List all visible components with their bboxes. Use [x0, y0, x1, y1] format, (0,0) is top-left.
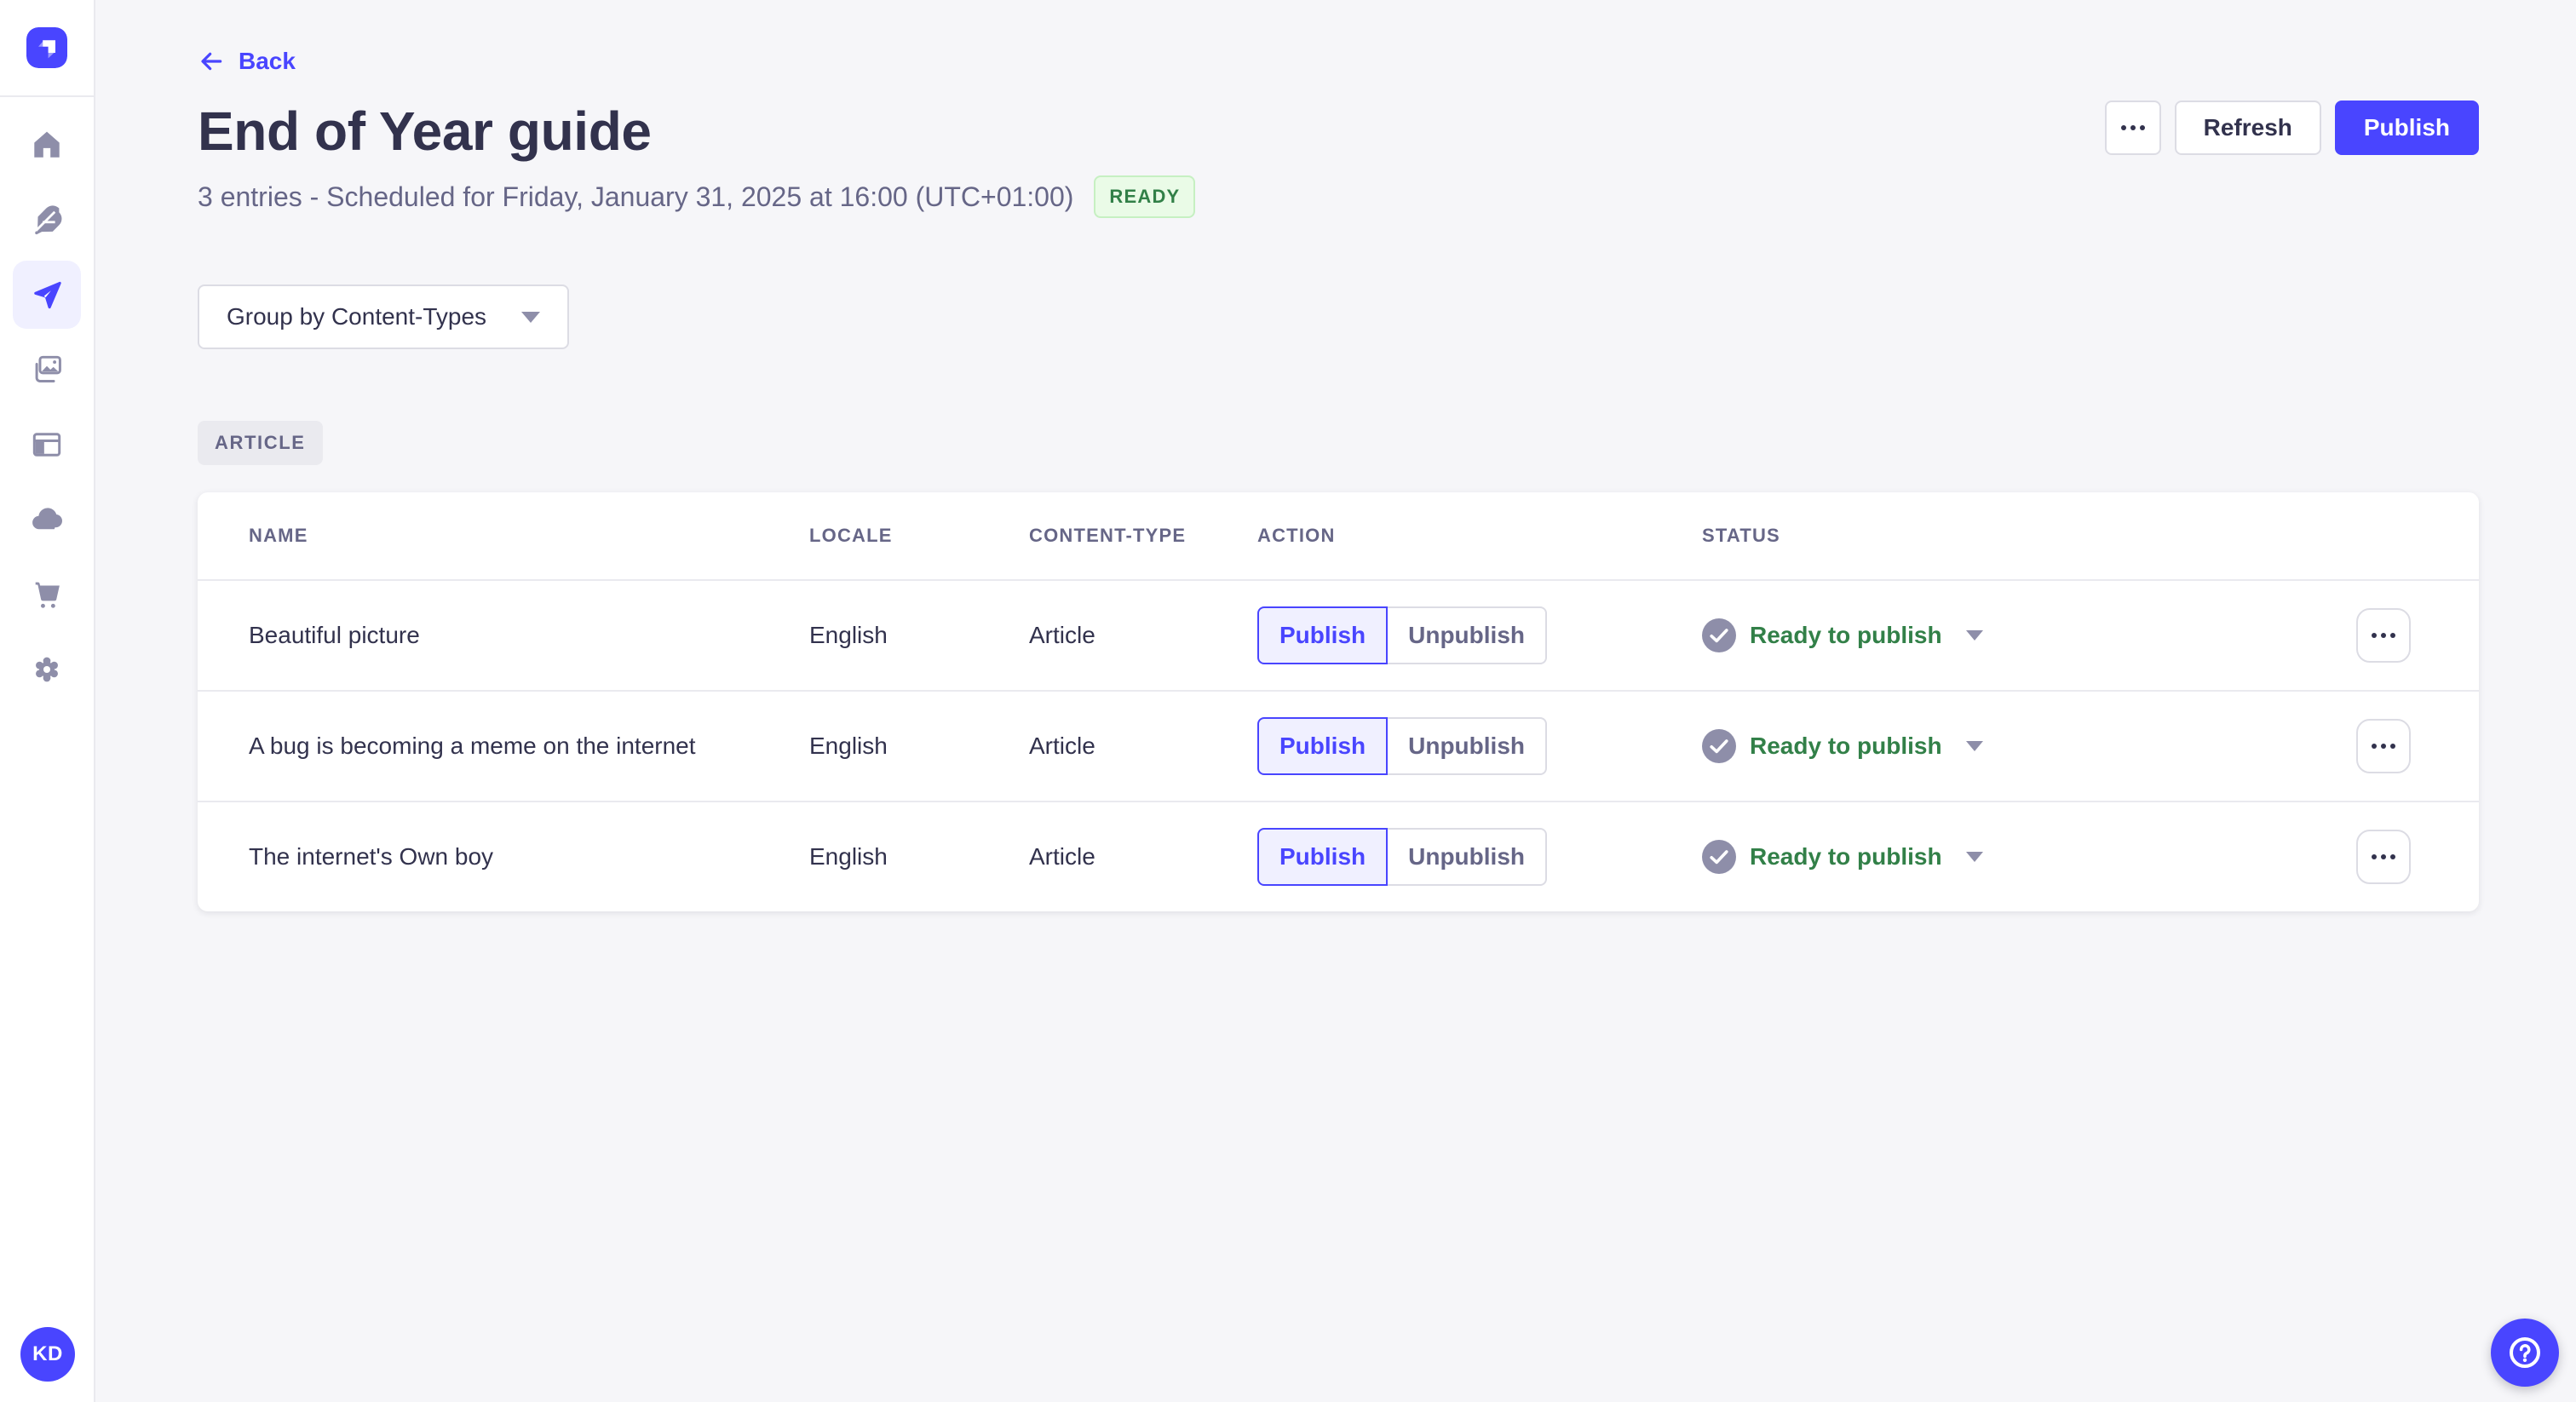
sidebar-item-content-type-builder[interactable] — [13, 411, 81, 479]
gear-icon — [36, 657, 58, 682]
column-header-name: NAME — [249, 525, 308, 546]
column-header-content-type: CONTENT-TYPE — [1029, 525, 1187, 546]
back-label: Back — [239, 48, 296, 74]
entry-content-type: Article — [1029, 622, 1095, 648]
sidebar-item-marketplace[interactable] — [13, 560, 81, 629]
user-avatar[interactable]: KD — [20, 1327, 75, 1382]
publish-option[interactable]: Publish — [1257, 606, 1389, 664]
feather-icon — [35, 205, 62, 235]
entry-content-type: Article — [1029, 843, 1095, 870]
group-by-value: Group by Content-Types — [227, 303, 487, 330]
entry-name: A bug is becoming a meme on the internet — [249, 733, 696, 759]
chevron-down-icon — [1965, 630, 1983, 641]
paper-plane-icon — [34, 281, 61, 309]
refresh-button[interactable]: Refresh — [2174, 101, 2321, 155]
sidebar-item-media-library[interactable] — [13, 336, 81, 404]
arrow-left-icon — [201, 52, 222, 71]
entry-status-label: Ready to publish — [1750, 843, 1942, 870]
entry-content-type: Article — [1029, 733, 1095, 759]
entry-locale: English — [809, 733, 888, 759]
home-icon — [34, 131, 60, 158]
column-header-status: STATUS — [1702, 525, 1780, 546]
row-more-button[interactable] — [2356, 719, 2411, 773]
row-more-button[interactable] — [2356, 608, 2411, 663]
publish-option[interactable]: Publish — [1257, 717, 1389, 775]
column-header-locale: LOCALE — [809, 525, 893, 546]
entry-status-label: Ready to publish — [1750, 733, 1942, 759]
action-toggle: Publish Unpublish — [1257, 717, 1702, 775]
ellipsis-icon — [2120, 125, 2145, 130]
chevron-down-icon — [521, 311, 540, 323]
release-schedule-subtitle: 3 entries - Scheduled for Friday, Januar… — [198, 181, 1074, 212]
help-button[interactable] — [2491, 1319, 2559, 1387]
header-actions: Refresh Publish — [2104, 101, 2479, 155]
check-circle-icon — [1702, 729, 1736, 763]
entry-status-dropdown[interactable]: Ready to publish — [1702, 618, 1983, 652]
entry-status-dropdown[interactable]: Ready to publish — [1702, 729, 1983, 763]
table-row: A bug is becoming a meme on the internet… — [198, 690, 2479, 801]
unpublish-option[interactable]: Unpublish — [1388, 606, 1547, 664]
sidebar-item-home[interactable] — [13, 111, 81, 179]
back-link[interactable]: Back — [198, 48, 296, 75]
page-title: End of Year guide — [198, 101, 652, 162]
images-icon — [35, 355, 61, 382]
strapi-logo[interactable] — [26, 27, 67, 68]
column-header-action: ACTION — [1257, 525, 1336, 546]
action-toggle: Publish Unpublish — [1257, 828, 1702, 886]
table-row: The internet's Own boy English Article P… — [198, 801, 2479, 911]
cloud-icon — [32, 508, 62, 530]
publish-option[interactable]: Publish — [1257, 828, 1389, 886]
entry-locale: English — [809, 622, 888, 648]
sidebar-item-settings[interactable] — [13, 635, 81, 704]
entry-name: Beautiful picture — [249, 622, 420, 648]
row-more-button[interactable] — [2356, 830, 2411, 884]
layout-icon — [32, 433, 61, 457]
check-circle-icon — [1702, 618, 1736, 652]
release-more-button[interactable] — [2104, 101, 2161, 155]
entry-status-dropdown[interactable]: Ready to publish — [1702, 840, 1983, 874]
check-circle-icon — [1702, 840, 1736, 874]
content-type-group-badge: ARTICLE — [198, 421, 323, 465]
entry-status-label: Ready to publish — [1750, 622, 1942, 648]
table-header-row: NAME LOCALE CONTENT-TYPE ACTION STATUS — [198, 492, 2479, 579]
sidebar-nav — [13, 111, 81, 704]
sidebar-item-deploy[interactable] — [13, 486, 81, 554]
unpublish-option[interactable]: Unpublish — [1388, 717, 1547, 775]
chevron-down-icon — [1965, 852, 1983, 862]
entries-table: NAME LOCALE CONTENT-TYPE ACTION STATUS B… — [198, 492, 2479, 911]
question-mark-icon — [2510, 1337, 2540, 1368]
table-row: Beautiful picture English Article Publis… — [198, 579, 2479, 690]
sidebar-item-content-manager[interactable] — [13, 186, 81, 254]
status-badge: READY — [1094, 175, 1196, 218]
entry-name: The internet's Own boy — [249, 843, 494, 870]
workspace-logo-area — [0, 0, 94, 97]
group-by-select[interactable]: Group by Content-Types — [198, 284, 569, 349]
main-content: Back End of Year guide Refresh Publish 3… — [95, 0, 2576, 1402]
action-toggle: Publish Unpublish — [1257, 606, 1702, 664]
unpublish-option[interactable]: Unpublish — [1388, 828, 1547, 886]
cart-icon — [35, 582, 60, 608]
publish-release-button[interactable]: Publish — [2334, 101, 2479, 155]
chevron-down-icon — [1965, 741, 1983, 751]
sidebar: KD — [0, 0, 95, 1402]
entry-locale: English — [809, 843, 888, 870]
sidebar-item-releases[interactable] — [13, 261, 81, 329]
